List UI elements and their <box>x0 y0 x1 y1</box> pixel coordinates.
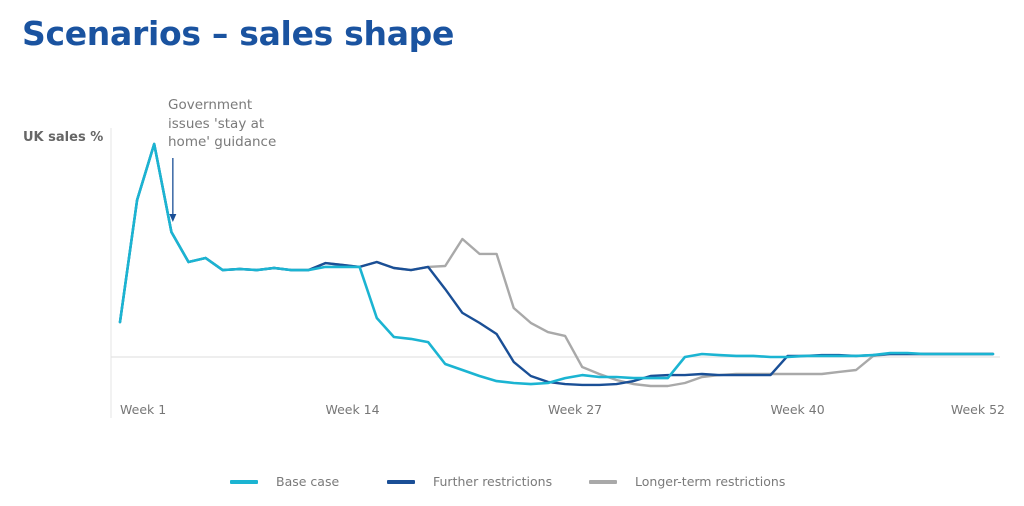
annotation-line: issues 'stay at <box>168 115 265 132</box>
x-tick-label: Week 27 <box>548 402 602 417</box>
series-line-base-case <box>118 142 995 386</box>
legend-label: Longer-term restrictions <box>635 474 786 489</box>
page-title: Scenarios – sales shape <box>22 14 455 53</box>
annotation-stay-at-home: Government issues 'stay at home' guidanc… <box>168 96 308 152</box>
annotation-line: Government <box>168 97 253 113</box>
annotation-line: home' guidance <box>168 134 277 150</box>
series-line-further-restrictions <box>118 142 995 387</box>
legend-item-base-case: Base case <box>230 474 339 489</box>
legend-swatch-base-case <box>230 479 258 484</box>
legend-item-longer-term-restrictions: Longer-term restrictions <box>589 474 785 489</box>
legend-swatch-longer-term-restrictions <box>589 479 617 484</box>
series-line-longer-term-restrictions <box>118 142 995 388</box>
legend-label: Base case <box>276 474 340 489</box>
chart-legend: Base case Further restrictions Longer-te… <box>0 474 1024 494</box>
legend-label: Further restrictions <box>433 474 553 489</box>
legend-swatch-further-restrictions <box>387 479 415 484</box>
x-tick-label: Week 40 <box>771 402 825 417</box>
x-tick-label: Week 1 <box>120 402 166 417</box>
x-tick-label: Week 14 <box>325 402 379 417</box>
x-tick-label: Week 52 <box>951 402 1005 417</box>
y-axis-label: UK sales % <box>23 130 104 145</box>
annotation-arrow <box>169 158 177 222</box>
legend-item-further-restrictions: Further restrictions <box>387 474 552 489</box>
